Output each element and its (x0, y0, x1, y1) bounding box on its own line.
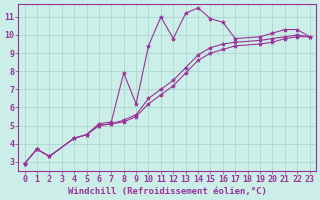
X-axis label: Windchill (Refroidissement éolien,°C): Windchill (Refroidissement éolien,°C) (68, 187, 267, 196)
